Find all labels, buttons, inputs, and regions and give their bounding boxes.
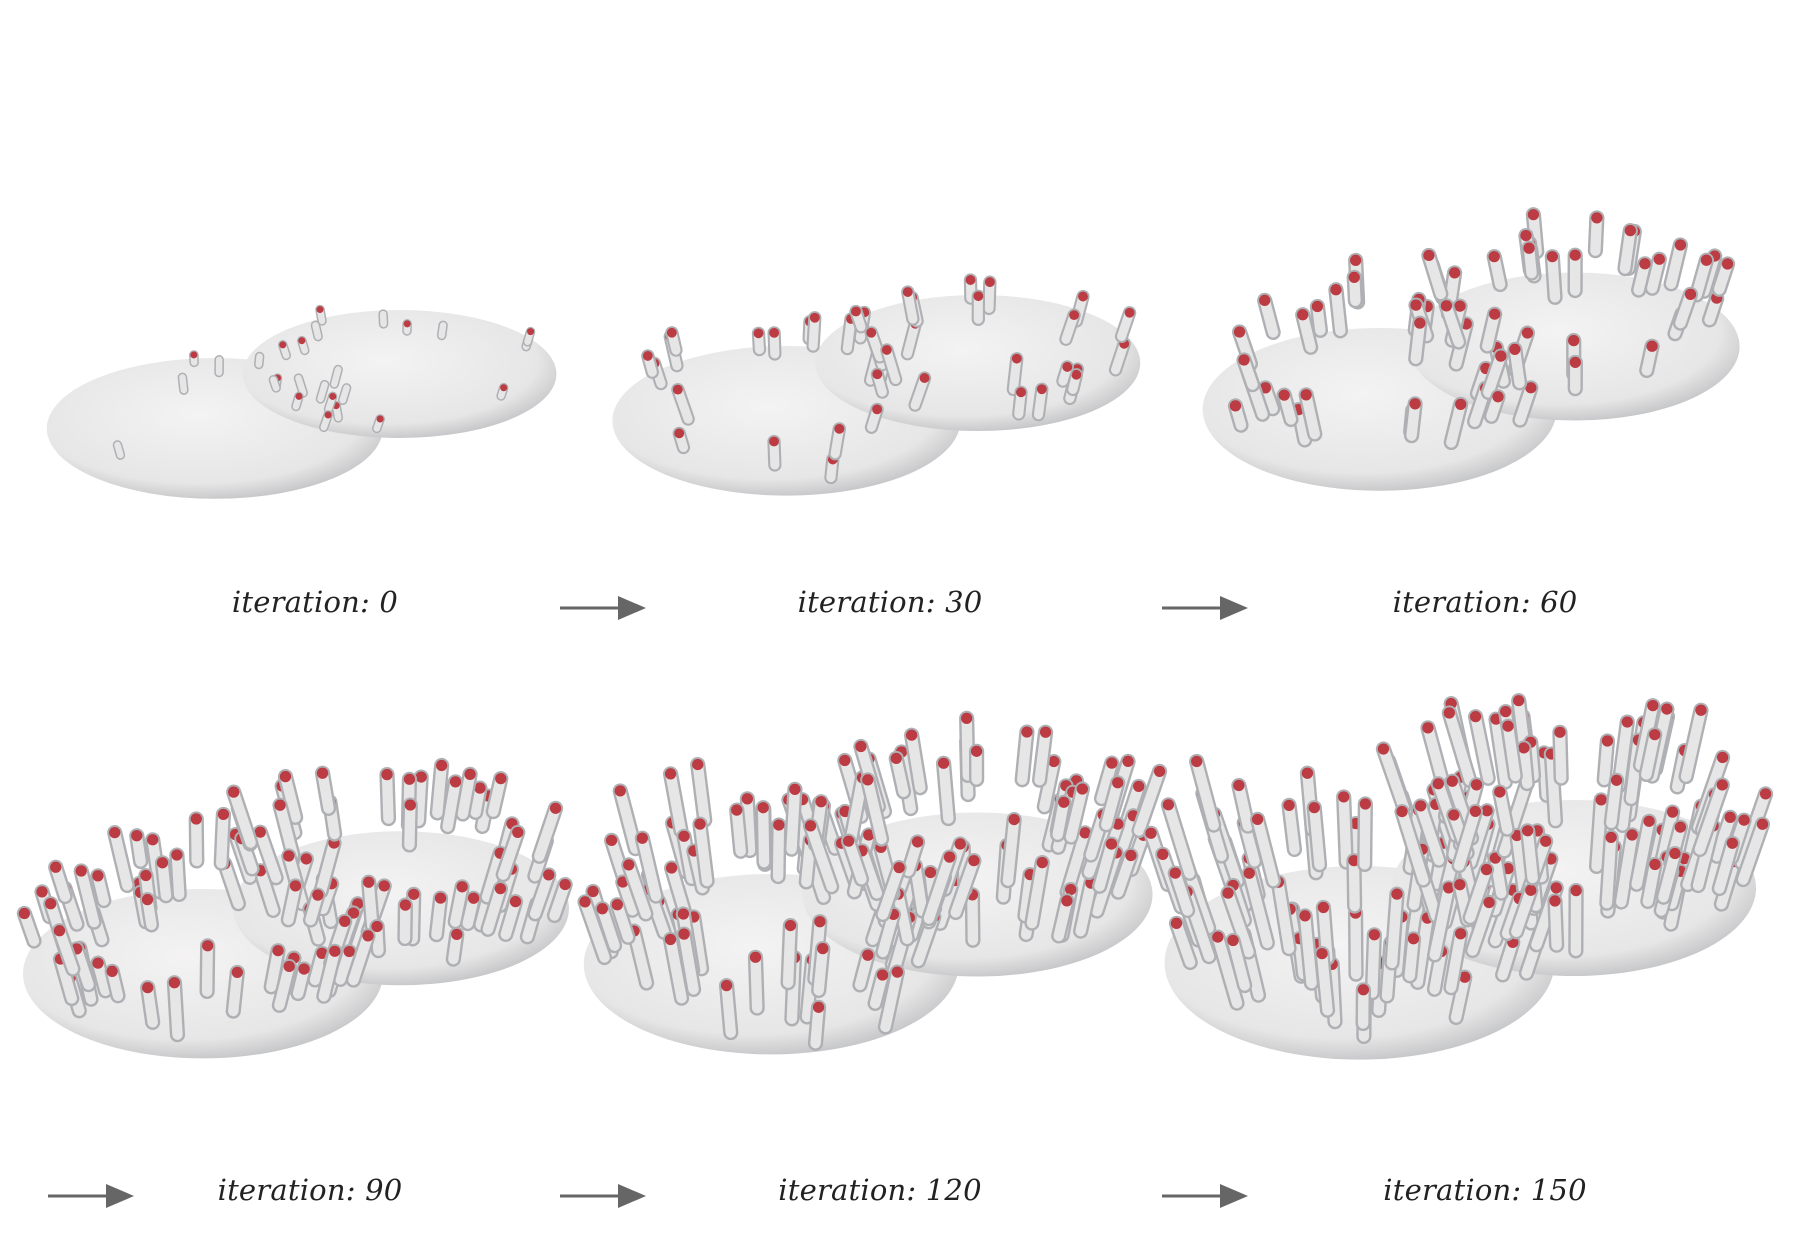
coral-shape: [577, 710, 1168, 1055]
stage-label: iteration: 60: [1392, 585, 1578, 619]
coral-render-stage-120: [565, 710, 1190, 1120]
stage-label: iteration: 150: [1383, 1173, 1587, 1207]
arrow-right-icon: [560, 592, 646, 624]
coral-render-stage-90: [5, 735, 605, 1120]
coral-render-stage-150: [1143, 690, 1795, 1130]
coral-shape: [1202, 207, 1740, 491]
coral-shape: [1143, 693, 1774, 1060]
stage-label: iteration: 0: [231, 585, 399, 619]
coral-render-stage-30: [595, 210, 1175, 550]
arrow-right-icon: [48, 1180, 134, 1212]
stage-label: iteration: 30: [797, 585, 983, 619]
coral-shape: [46, 304, 557, 499]
stage-label: iteration: 90: [217, 1173, 403, 1207]
stage-label: iteration: 120: [778, 1173, 982, 1207]
arrow-right-icon: [1162, 1180, 1248, 1212]
coral-render-stage-0: [30, 230, 590, 550]
coral-render-stage-60: [1185, 180, 1775, 550]
coral-shape: [16, 757, 573, 1059]
arrow-right-icon: [560, 1180, 646, 1212]
arrow-right-icon: [1162, 592, 1248, 624]
coral-shape: [612, 273, 1141, 496]
